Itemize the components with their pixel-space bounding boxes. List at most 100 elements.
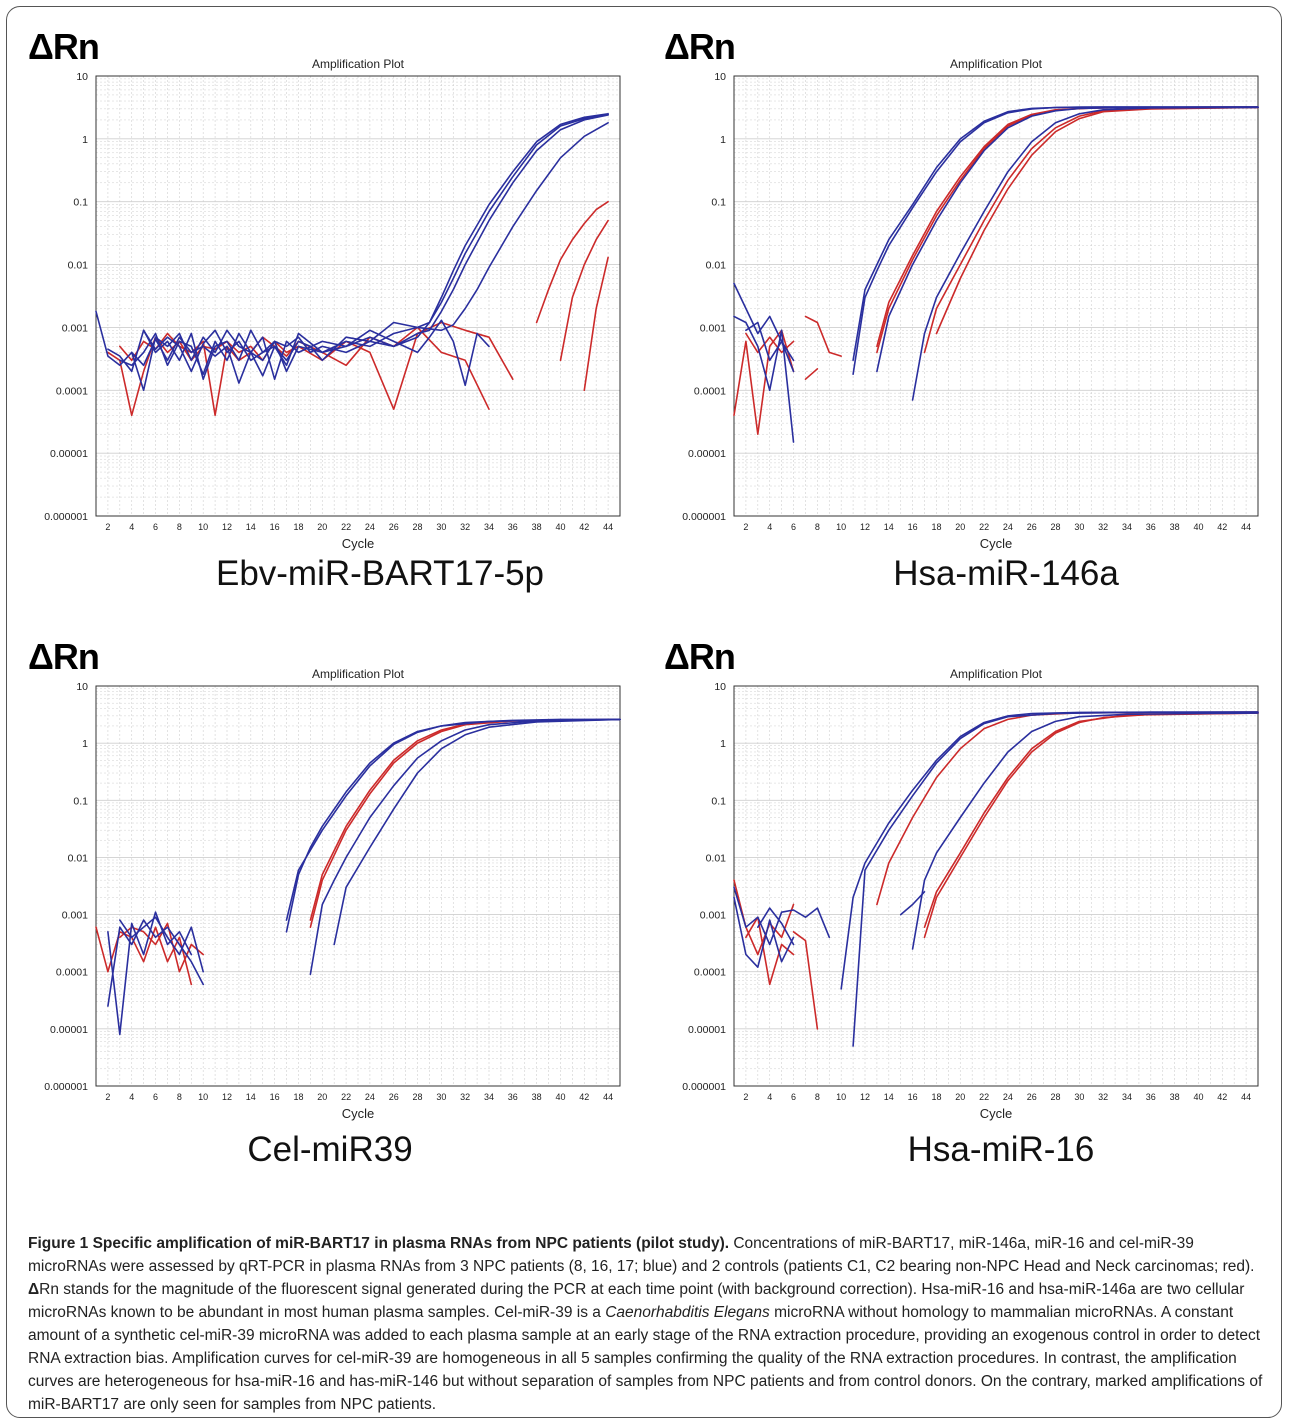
x-tick-label: 16 [908, 522, 918, 532]
x-tick-label: 6 [153, 1092, 158, 1102]
grid [733, 686, 1259, 1087]
x-axis-label: Cycle [980, 536, 1013, 551]
y-tick-label: 0.1 [711, 795, 726, 807]
x-tick-label: 8 [177, 1092, 182, 1102]
x-tick-label: 4 [129, 522, 134, 532]
x-tick-label: 36 [1146, 522, 1156, 532]
x-tick-label: 34 [1122, 522, 1132, 532]
x-tick-label: 40 [555, 1092, 565, 1102]
control-sample-curve [792, 931, 819, 1030]
panel-a-delta-label: ΔRn [28, 26, 100, 67]
y-tick-label: 0.1 [711, 197, 726, 209]
x-tick-label: 12 [860, 522, 870, 532]
x-tick-label: 22 [341, 1092, 351, 1102]
y-tick-label: 0.0001 [56, 385, 88, 397]
panel-b-label: Hsa-miR-146a [893, 554, 1119, 593]
x-tick-label: 40 [1193, 1092, 1203, 1102]
x-tick-label: 6 [791, 522, 796, 532]
grid [733, 76, 1259, 517]
x-tick-label: 30 [1074, 1092, 1084, 1102]
npc-sample-curve [852, 711, 1259, 1047]
x-tick-label: 44 [1241, 522, 1251, 532]
y-tick-label: 0.0001 [56, 967, 88, 979]
x-tick-label: 14 [884, 1092, 894, 1102]
y-tick-label: 0.000001 [44, 1081, 88, 1093]
control-sample-curve [804, 368, 819, 380]
x-tick-label: 42 [579, 522, 589, 532]
x-tick-label: 24 [1003, 522, 1013, 532]
npc-sample-curve [876, 106, 1259, 373]
caption-delta-symbol: Δ [28, 1281, 40, 1298]
x-tick-label: 16 [270, 522, 280, 532]
x-tick-label: 26 [389, 522, 399, 532]
control-sample-curve [95, 926, 193, 986]
npc-sample-curve [309, 718, 621, 976]
caption-text-1: Concentrations of miR-BART17, miR-146a, … [28, 1235, 1255, 1275]
x-tick-label: 22 [979, 522, 989, 532]
x-tick-label: 12 [222, 522, 232, 532]
caption-title: Figure 1 Specific amplification of miR-B… [28, 1235, 730, 1252]
y-tick-label: 0.00001 [688, 448, 726, 460]
x-tick-label: 10 [198, 522, 208, 532]
npc-sample-curve [130, 122, 609, 392]
panel-c-delta-label: ΔRn [28, 636, 100, 677]
y-tick-label: 0.001 [700, 910, 726, 922]
x-tick-label: 6 [791, 1092, 796, 1102]
x-tick-label: 34 [484, 522, 494, 532]
x-tick-label: 18 [931, 522, 941, 532]
x-tick-label: 38 [532, 522, 542, 532]
x-tick-label: 2 [105, 522, 110, 532]
x-tick-label: 32 [460, 1092, 470, 1102]
x-tick-label: 2 [105, 1092, 110, 1102]
panel-c-amplification-plot: Amplification Plot 10 1 0.1 0.01 0.001 0.0001 0… [44, 667, 621, 1121]
npc-sample-curve [899, 891, 926, 916]
npc-sample-curve [119, 114, 609, 380]
npc-sample-curve [745, 321, 795, 373]
x-tick-label: 32 [1098, 1092, 1108, 1102]
x-tick-label: 24 [1003, 1092, 1013, 1102]
x-tick-label: 36 [508, 1092, 518, 1102]
control-sample-curve [309, 718, 621, 921]
caption-text-2: Rn stands for the magnitude of the fluor… [28, 1281, 1245, 1321]
x-tick-label: 4 [767, 522, 772, 532]
y-tick-label: 10 [714, 71, 726, 83]
x-axis-label: Cycle [980, 1106, 1013, 1121]
caption-text-3: microRNA without homology to mammalian m… [28, 1304, 1263, 1413]
y-tick-label: 0.00001 [50, 1024, 88, 1036]
x-tick-label: 44 [1241, 1092, 1251, 1102]
npc-sample-curve [142, 319, 490, 387]
x-tick-label: 18 [293, 522, 303, 532]
npc-sample-curve [733, 896, 795, 968]
x-tick-label: 22 [979, 1092, 989, 1102]
panel-a-amplification-plot: Amplification Plot 10 1 0.1 0.01 0.001 0.0001 0… [44, 57, 621, 551]
y-tick-label: 0.0001 [694, 967, 726, 979]
x-tick-label: 36 [508, 522, 518, 532]
grid [95, 686, 621, 1087]
x-tick-label: 36 [1146, 1092, 1156, 1102]
x-tick-label: 40 [1193, 522, 1203, 532]
npc-sample-curve [119, 916, 204, 973]
x-tick-label: 10 [836, 522, 846, 532]
npc-sample-curve [107, 911, 193, 1036]
x-tick-label: 30 [436, 1092, 446, 1102]
y-tick-label: 10 [714, 681, 726, 693]
plot-area-border [95, 685, 621, 1087]
y-tick-label: 1 [82, 134, 88, 146]
y-tick-label: 10 [76, 681, 88, 693]
x-tick-label: 8 [177, 522, 182, 532]
plot-area-border [733, 685, 1259, 1087]
x-tick-label: 32 [460, 522, 470, 532]
y-tick-label: 0.001 [700, 322, 726, 334]
plot-title: Amplification Plot [312, 57, 405, 71]
y-tick-label: 0.01 [68, 260, 89, 272]
x-tick-label: 24 [365, 522, 375, 532]
control-sample-curve [535, 200, 609, 324]
y-tick-label: 10 [76, 71, 88, 83]
x-tick-label: 38 [1170, 1092, 1180, 1102]
y-tick-label: 0.01 [68, 852, 89, 864]
y-tick-label: 0.1 [73, 795, 88, 807]
x-tick-label: 12 [860, 1092, 870, 1102]
x-tick-label: 30 [1074, 522, 1084, 532]
x-tick-label: 44 [603, 522, 613, 532]
figure-frame [6, 6, 1282, 1418]
